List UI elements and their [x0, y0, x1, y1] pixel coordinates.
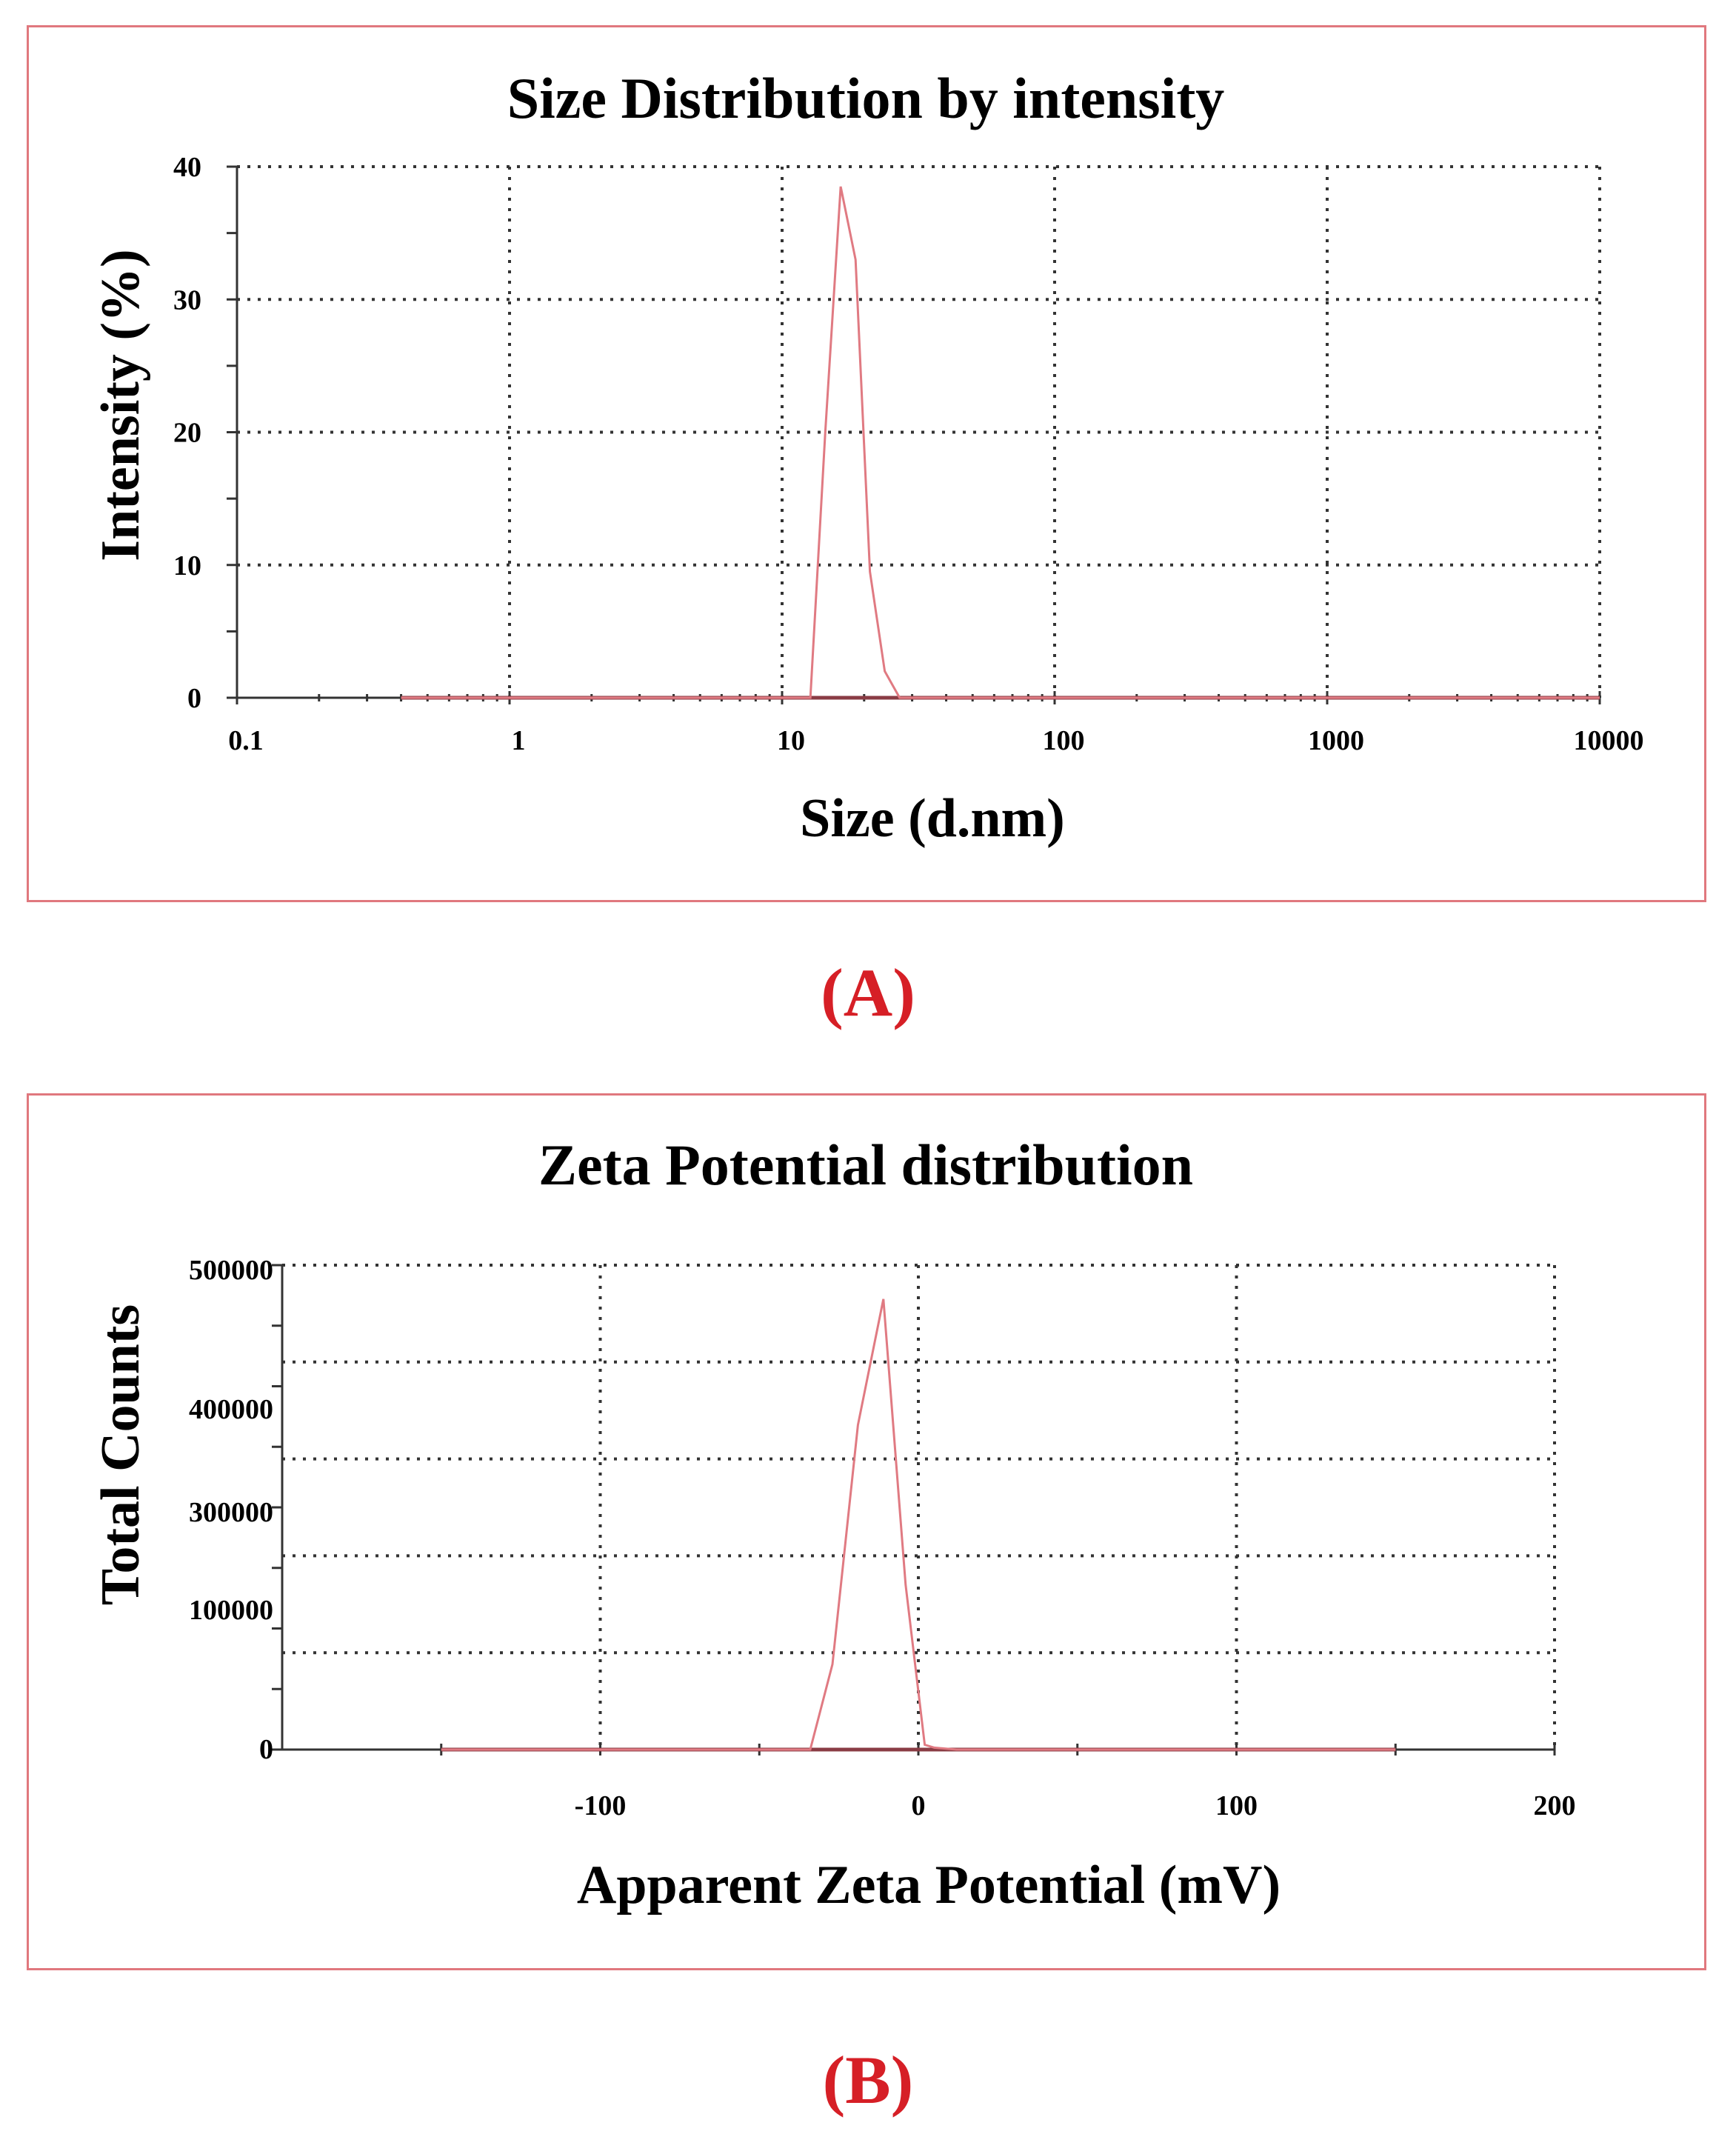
y-tick-label: 100000 [189, 1595, 273, 1626]
series-line [441, 1298, 1396, 1751]
y-tick-label: 500000 [189, 1255, 273, 1286]
x-tick-label: -100 [575, 1790, 627, 1821]
x-tick-label: 0 [912, 1790, 926, 1821]
series-line [401, 186, 1600, 699]
x-tick-label: 1000 [1308, 725, 1364, 756]
y-axis-label: Intensity (%) [90, 249, 151, 561]
chart-title: Size Distribution by intensity [507, 66, 1225, 130]
zeta-potential-chart: Zeta Potential distribution Apparent Zet… [90, 1133, 1576, 1915]
y-tick-label: 0 [187, 683, 201, 714]
chart-title: Zeta Potential distribution [538, 1133, 1193, 1197]
chart-panel-a: Size Distribution by intensity Size (d.n… [27, 25, 1706, 902]
chart-panel-b: Zeta Potential distribution Apparent Zet… [27, 1093, 1706, 1970]
y-tick-label: 0 [259, 1734, 273, 1765]
x-tick-label: 100 [1215, 1790, 1258, 1821]
x-tick-label: 0.1 [228, 725, 264, 756]
x-tick-label: 10 [777, 725, 805, 756]
caption-a: (A) [821, 955, 915, 1030]
size-distribution-chart: Size Distribution by intensity Size (d.n… [90, 66, 1644, 849]
y-axis-label: Total Counts [90, 1304, 151, 1605]
x-tick-label: 1 [512, 725, 526, 756]
y-tick-label: 400000 [189, 1394, 273, 1425]
x-tick-label: 100 [1043, 725, 1085, 756]
x-tick-label: 10000 [1574, 725, 1644, 756]
x-axis-label: Size (d.nm) [800, 788, 1065, 849]
y-tick-label: 20 [173, 418, 201, 449]
y-tick-label: 30 [173, 284, 201, 316]
y-tick-label: 10 [173, 550, 201, 581]
x-axis-label: Apparent Zeta Potential (mV) [577, 1855, 1281, 1915]
y-tick-label: 40 [173, 152, 201, 183]
x-tick-label: 200 [1534, 1790, 1576, 1821]
y-tick-label: 300000 [189, 1497, 273, 1528]
caption-b: (B) [822, 2042, 914, 2118]
